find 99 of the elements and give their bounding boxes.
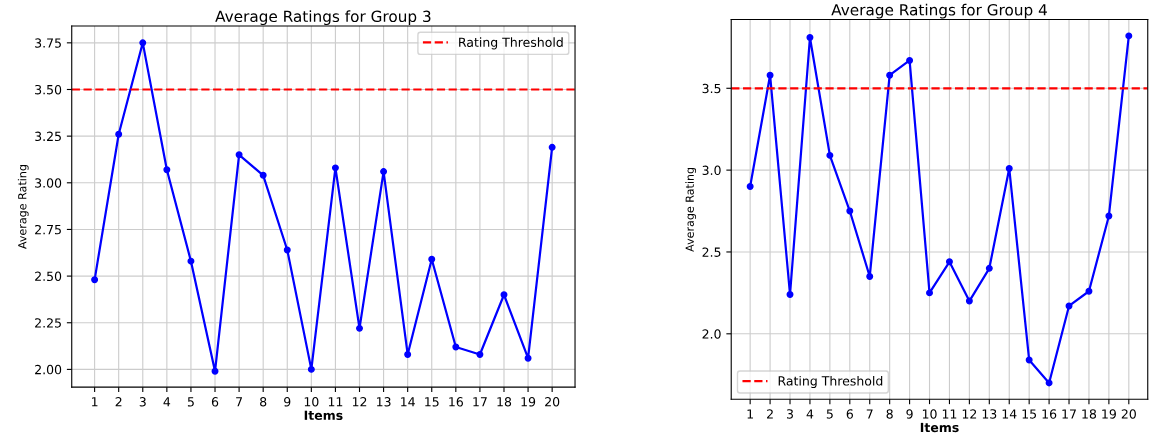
y-axis-title: Average Rating <box>17 165 29 249</box>
y-axis-title: Average Rating <box>685 167 697 252</box>
x-tick-label: 10 <box>304 397 319 407</box>
x-tick-label: 18 <box>497 397 512 407</box>
x-tick-label: 20 <box>545 397 560 407</box>
point <box>283 246 291 254</box>
point <box>1085 287 1093 295</box>
point <box>1005 165 1013 172</box>
point <box>404 350 412 358</box>
point <box>1025 356 1033 364</box>
point <box>1125 32 1133 40</box>
point <box>187 257 195 265</box>
y-tick-label: 2.50 <box>35 271 62 282</box>
x-tick-label: 20 <box>1121 409 1136 419</box>
y-tick-label: 2.75 <box>35 224 61 235</box>
point <box>746 183 754 190</box>
point <box>548 143 556 151</box>
x-tick-label: 18 <box>1082 409 1097 419</box>
x-tick-label: 12 <box>352 397 367 407</box>
legend-label: Rating Threshold <box>778 375 883 389</box>
x-tick-label: 16 <box>1042 409 1057 419</box>
x-axis-title: Items <box>304 410 343 421</box>
x-tick-label: 11 <box>942 409 957 419</box>
point <box>965 297 973 305</box>
x-tick-label: 6 <box>846 409 853 419</box>
point <box>235 151 243 159</box>
x-tick-label: 4 <box>163 397 171 407</box>
x-tick-label: 13 <box>982 409 997 419</box>
y-tick-label: 2.5 <box>702 247 721 257</box>
x-tick-label: 15 <box>425 397 439 407</box>
y-tick-label: 2.0 <box>702 329 721 339</box>
point <box>259 171 267 179</box>
point <box>139 39 147 47</box>
point <box>380 168 388 176</box>
point <box>985 264 993 272</box>
y-tick-label: 2.00 <box>35 364 62 375</box>
x-tick-label: 19 <box>521 397 536 407</box>
point <box>886 71 894 79</box>
point <box>826 151 834 159</box>
point <box>1045 379 1053 387</box>
x-tick-label: 8 <box>260 397 267 407</box>
point <box>331 164 339 172</box>
point <box>1105 212 1113 220</box>
point <box>926 289 933 297</box>
x-tick-label: 14 <box>401 397 415 407</box>
y-tick-label: 3.0 <box>702 165 721 176</box>
x-tick-label: 8 <box>886 409 893 419</box>
chart-title: Average Ratings for Group 3 <box>215 10 431 26</box>
point <box>524 354 532 362</box>
x-tick-label: 16 <box>449 397 463 407</box>
point <box>163 166 171 174</box>
point <box>906 56 914 64</box>
x-tick-label: 5 <box>826 409 833 419</box>
x-tick-label: 10 <box>922 409 937 419</box>
x-tick-label: 17 <box>1062 409 1076 419</box>
point <box>476 350 484 358</box>
x-tick-label: 6 <box>211 397 219 407</box>
x-tick-label: 14 <box>1002 409 1017 419</box>
point <box>866 273 874 280</box>
point <box>428 255 436 263</box>
x-tick-label: 1 <box>747 409 753 419</box>
x-tick-label: 4 <box>806 409 814 419</box>
point <box>307 365 315 373</box>
y-tick-label: 2.25 <box>35 318 61 328</box>
point <box>452 343 460 351</box>
x-tick-label: 11 <box>328 397 343 407</box>
x-tick-label: 17 <box>473 397 487 407</box>
point <box>945 258 953 266</box>
x-tick-label: 13 <box>377 397 391 407</box>
point <box>846 207 854 215</box>
point <box>786 291 794 298</box>
point <box>115 130 123 138</box>
y-tick-label: 3.5 <box>702 83 721 94</box>
point <box>806 34 814 42</box>
x-tick-label: 1 <box>92 397 98 407</box>
x-tick-label: 19 <box>1102 409 1116 419</box>
x-tick-label: 9 <box>284 397 291 407</box>
point <box>91 276 99 284</box>
chart-title: Average Ratings for Group 4 <box>831 3 1047 19</box>
x-tick-label: 2 <box>115 397 122 407</box>
x-tick-label: 2 <box>767 409 773 419</box>
point <box>766 71 774 79</box>
x-tick-label: 12 <box>962 409 977 419</box>
y-tick-label: 3.50 <box>35 84 62 95</box>
x-tick-label: 7 <box>236 397 243 407</box>
x-tick-label: 3 <box>139 397 146 407</box>
point <box>500 291 508 299</box>
x-tick-label: 9 <box>906 409 913 419</box>
x-tick-label: 7 <box>866 409 873 419</box>
point <box>356 324 363 332</box>
y-tick-label: 3.75 <box>35 38 61 48</box>
legend-label: Rating Threshold <box>459 37 563 50</box>
x-tick-label: 15 <box>1022 409 1037 419</box>
x-tick-label: 3 <box>786 409 793 419</box>
y-tick-label: 3.00 <box>35 178 62 188</box>
x-tick-label: 5 <box>187 397 194 407</box>
y-tick-label: 3.25 <box>35 131 61 142</box>
point <box>211 367 219 375</box>
x-axis-title: Items <box>920 422 959 433</box>
